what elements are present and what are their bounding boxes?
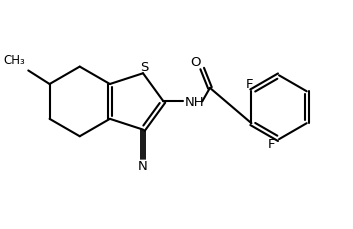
Text: O: O — [190, 56, 201, 69]
Text: S: S — [140, 61, 148, 74]
Text: F: F — [268, 137, 275, 150]
Text: CH₃: CH₃ — [4, 53, 25, 66]
Text: NH: NH — [185, 95, 204, 109]
Text: F: F — [246, 78, 253, 91]
Text: N: N — [138, 159, 148, 172]
